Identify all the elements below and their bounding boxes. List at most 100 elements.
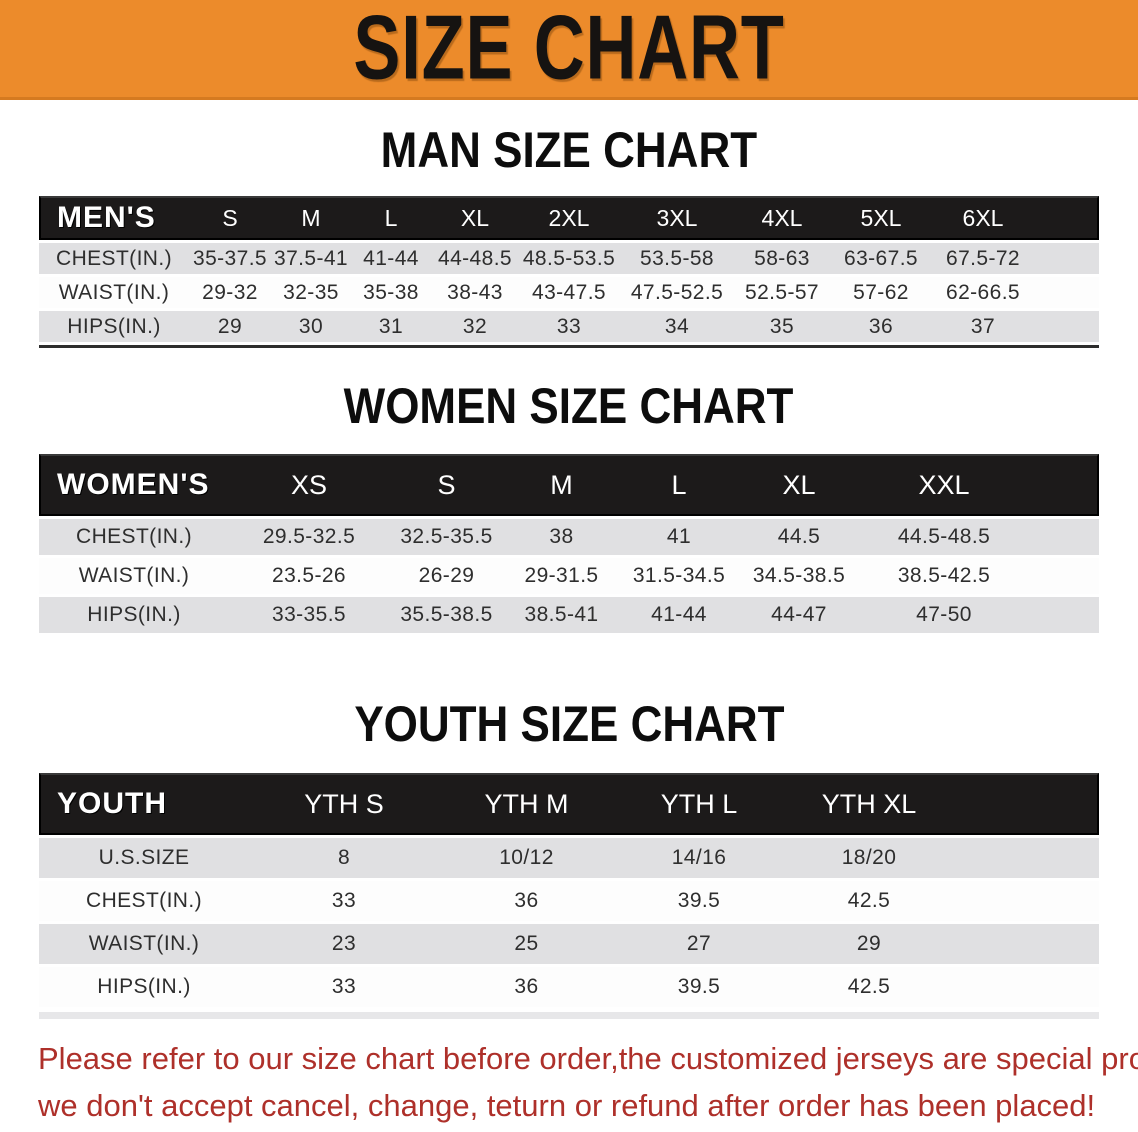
spacer-cell: [954, 924, 1099, 964]
men-size-header-xl: XL: [431, 196, 519, 240]
row-label: WAIST(IN.): [39, 558, 229, 594]
cell: 58-63: [735, 243, 829, 274]
row-label: U.S.SIZE: [39, 838, 249, 878]
women-size-table: WOMEN'S XS S M L XL XXL CHEST(IN.) 29.5-…: [39, 451, 1099, 636]
table-footer-strip: [39, 1012, 1099, 1019]
cell: 35-37.5: [189, 243, 271, 274]
women-chest-row: CHEST(IN.) 29.5-32.5 32.5-35.5 38 41 44.…: [39, 519, 1099, 555]
cell: 63-67.5: [829, 243, 933, 274]
spacer-cell: [1029, 519, 1099, 555]
row-label: WAIST(IN.): [39, 924, 249, 964]
cell: 39.5: [614, 967, 784, 1007]
cell: 35-38: [351, 277, 431, 308]
cell: 33: [519, 311, 619, 342]
cell: 38.5-41: [504, 597, 619, 633]
cell: 44-47: [739, 597, 859, 633]
women-section-title-text: WOMEN SIZE CHART: [344, 378, 794, 434]
cell: 34: [619, 311, 735, 342]
men-size-header-s: S: [189, 196, 271, 240]
row-label: CHEST(IN.): [39, 881, 249, 921]
men-section-title: MAN SIZE CHART: [0, 122, 1138, 178]
cell: 38: [504, 519, 619, 555]
women-size-header-l: L: [619, 454, 739, 516]
cell: 27: [614, 924, 784, 964]
cell: 33-35.5: [229, 597, 389, 633]
cell: 29-31.5: [504, 558, 619, 594]
cell: 29: [189, 311, 271, 342]
row-label: HIPS(IN.): [39, 597, 229, 633]
cell: 41: [619, 519, 739, 555]
youth-waist-row: WAIST(IN.) 23 25 27 29: [39, 924, 1099, 964]
women-table-title: WOMEN'S: [39, 454, 229, 516]
cell: 29: [784, 924, 954, 964]
cell: 48.5-53.5: [519, 243, 619, 274]
spacer-cell: [1029, 558, 1099, 594]
men-header-row: MEN'S S M L XL 2XL 3XL 4XL 5XL 6XL: [39, 196, 1099, 240]
men-size-header-m: M: [271, 196, 351, 240]
spacer-cell: [1033, 196, 1099, 240]
youth-table-title: YOUTH: [39, 773, 249, 835]
cell: 30: [271, 311, 351, 342]
youth-hips-row: HIPS(IN.) 33 36 39.5 42.5: [39, 967, 1099, 1007]
spacer-cell: [954, 838, 1099, 878]
cell: 23: [249, 924, 439, 964]
youth-size-header-m: YTH M: [439, 773, 614, 835]
size-chart-banner: SIZE CHART: [0, 0, 1138, 100]
spacer-cell: [1029, 597, 1099, 633]
men-waist-row: WAIST(IN.) 29-32 32-35 35-38 38-43 43-47…: [39, 277, 1099, 308]
women-hips-row: HIPS(IN.) 33-35.5 35.5-38.5 38.5-41 41-4…: [39, 597, 1099, 633]
cell: 37.5-41: [271, 243, 351, 274]
youth-size-header-xl: YTH XL: [784, 773, 954, 835]
cell: 53.5-58: [619, 243, 735, 274]
cell: 44.5-48.5: [859, 519, 1029, 555]
cell: 35.5-38.5: [389, 597, 504, 633]
cell: 8: [249, 838, 439, 878]
cell: 32-35: [271, 277, 351, 308]
cell: 47.5-52.5: [619, 277, 735, 308]
cell: 42.5: [784, 881, 954, 921]
cell: 32.5-35.5: [389, 519, 504, 555]
cell: 39.5: [614, 881, 784, 921]
men-size-header-l: L: [351, 196, 431, 240]
cell: 57-62: [829, 277, 933, 308]
youth-size-header-s: YTH S: [249, 773, 439, 835]
cell: 25: [439, 924, 614, 964]
cell: 32: [431, 311, 519, 342]
cell: 44.5: [739, 519, 859, 555]
cell: 42.5: [784, 967, 954, 1007]
cell: 26-29: [389, 558, 504, 594]
cell: 29-32: [189, 277, 271, 308]
cell: 29.5-32.5: [229, 519, 389, 555]
women-size-header-xs: XS: [229, 454, 389, 516]
spacer-cell: [1029, 454, 1099, 516]
spacer-cell: [1033, 243, 1099, 274]
cell: 67.5-72: [933, 243, 1033, 274]
youth-ussize-row: U.S.SIZE 8 10/12 14/16 18/20: [39, 838, 1099, 878]
women-header-row: WOMEN'S XS S M L XL XXL: [39, 454, 1099, 516]
men-size-header-4xl: 4XL: [735, 196, 829, 240]
cell: 37: [933, 311, 1033, 342]
cell: 47-50: [859, 597, 1029, 633]
youth-section-title-text: YOUTH SIZE CHART: [353, 696, 785, 752]
cell: 36: [439, 881, 614, 921]
cell: 62-66.5: [933, 277, 1033, 308]
cell: 33: [249, 881, 439, 921]
spacer-cell: [1033, 277, 1099, 308]
row-label: HIPS(IN.): [39, 967, 249, 1007]
youth-chest-row: CHEST(IN.) 33 36 39.5 42.5: [39, 881, 1099, 921]
men-hips-row: HIPS(IN.) 29 30 31 32 33 34 35 36 37: [39, 311, 1099, 342]
cell: 33: [249, 967, 439, 1007]
men-section-title-text: MAN SIZE CHART: [380, 122, 758, 178]
men-size-header-2xl: 2XL: [519, 196, 619, 240]
cell: 31: [351, 311, 431, 342]
cell: 36: [439, 967, 614, 1007]
row-label: HIPS(IN.): [39, 311, 189, 342]
cell: 10/12: [439, 838, 614, 878]
cell: 35: [735, 311, 829, 342]
men-table-title: MEN'S: [39, 196, 189, 240]
row-label: WAIST(IN.): [39, 277, 189, 308]
women-waist-row: WAIST(IN.) 23.5-26 26-29 29-31.5 31.5-34…: [39, 558, 1099, 594]
men-size-table: MEN'S S M L XL 2XL 3XL 4XL 5XL 6XL CHEST…: [39, 193, 1099, 348]
youth-header-row: YOUTH YTH S YTH M YTH L YTH XL: [39, 773, 1099, 835]
